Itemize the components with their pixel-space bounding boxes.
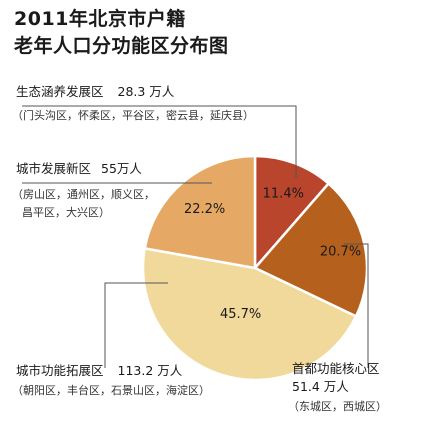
annotation-newdev-districts-1: （房山区，通州区，顺义区， [12,188,155,201]
slice-core [252,181,369,318]
pct-label-eco: 11.4% [263,187,304,202]
leader-line-core [344,243,369,368]
pct-label-newdev: 22.2% [184,202,225,217]
annotation-eco-name: 生态涵养发展区 [16,84,104,99]
annotation-expand-districts: （朝阳区，丰台区，石景山区，海淀区） [12,384,210,397]
leader-line-eco [22,105,297,178]
annotation-core-value: 51.4 万人 [292,379,349,394]
annotation-eco: 生态涵养发展区 28.3 万人 [16,83,174,101]
slice-newdev [143,154,257,270]
pct-label-expand: 45.7% [220,307,261,322]
slice-eco [253,154,331,272]
annotation-newdev-name: 城市发展新区 [16,161,92,176]
annotation-eco-districts: （门头沟区，怀柔区，平谷区，密云县，延庆县） [12,109,254,122]
slice-expand [141,246,358,382]
pct-label-core: 20.7% [320,244,361,259]
chart-title-line1: 2011年北京市户籍 [14,8,186,30]
annotation-expand-name: 城市功能拓展区 [16,363,104,378]
annotation-newdev-districts-2: 昌平区，大兴区） [22,206,110,219]
leader-line-expand [104,282,168,368]
annotation-newdev: 城市发展新区 55万人 [16,160,142,178]
chart-title-line2: 老年人口分功能区分布图 [14,35,229,57]
annotation-newdev-value: 55万人 [101,161,142,176]
annotation-eco-value: 28.3 万人 [117,84,175,99]
annotation-expand-value: 113.2 万人 [117,363,183,378]
annotation-expand: 城市功能拓展区 113.2 万人 [16,362,182,380]
annotation-core-districts: （东城区，西城区） [288,400,387,413]
annotation-core-name: 首都功能核心区 [292,361,380,376]
